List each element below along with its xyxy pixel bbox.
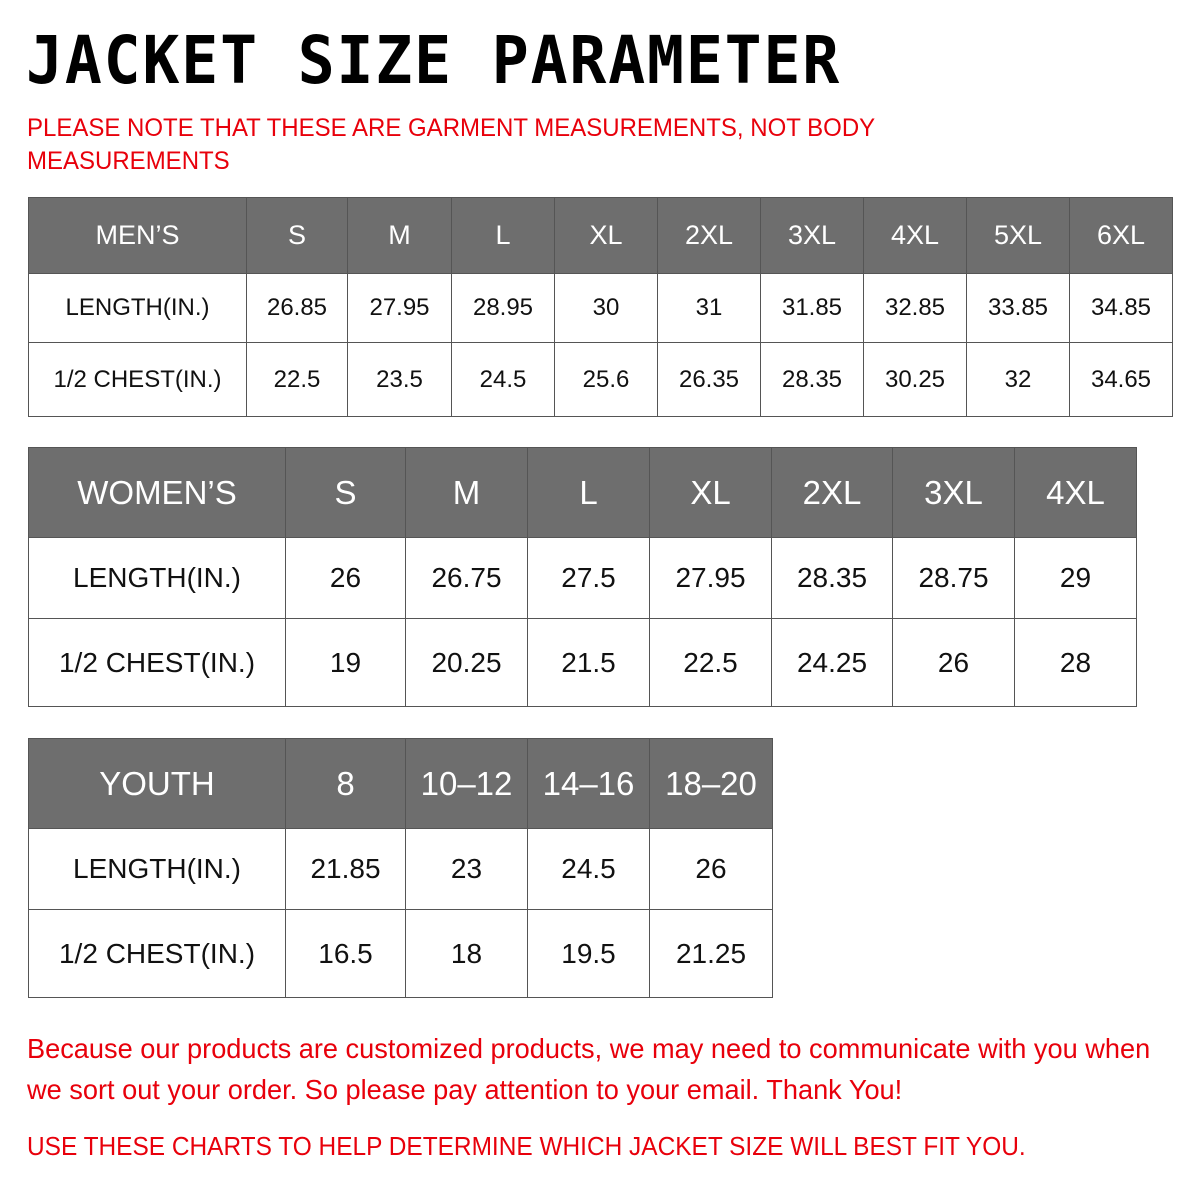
measurement-cell: 28.35 [771,537,893,619]
measurement-cell: 25.6 [554,342,658,417]
table-header-row: YOUTH 8 10–12 14–16 18–20 [28,738,773,829]
womens-size-table: WOMEN’S S M L XL 2XL 3XL 4XL LENGTH(IN.) 26 26.75 2… [28,447,1137,707]
measurement-cell: 34.85 [1069,273,1173,343]
size-header: L [451,197,555,274]
measurement-cell: 26.75 [405,537,528,619]
row-label: 1/2 CHEST(IN.) [28,909,286,998]
table-header-row: WOMEN’S S M L XL 2XL 3XL 4XL [28,447,1137,538]
size-header: 10–12 [405,738,528,829]
row-label: 1/2 CHEST(IN.) [28,618,286,707]
measurement-note: PLEASE NOTE THAT THESE ARE GARMENT MEASU… [27,114,875,175]
customization-message: Because our products are customized prod… [27,1033,1151,1105]
measurement-cell: 31.85 [760,273,864,343]
measurement-cell: 32 [966,342,1070,417]
measurement-cell: 19 [285,618,406,707]
measurement-cell: 16.5 [285,909,406,998]
measurement-cell: 26.85 [246,273,348,343]
mens-size-table: MEN’S S M L XL 2XL 3XL 4XL 5XL 6XL LENGTH(IN.) 26.8… [28,197,1173,417]
measurement-cell: 33.85 [966,273,1070,343]
size-header: 14–16 [527,738,650,829]
row-label: LENGTH(IN.) [28,537,286,619]
category-header: MEN’S [28,197,247,274]
table-row: 1/2 CHEST(IN.) 22.5 23.5 24.5 25.6 26.35 28.35… [28,342,1173,417]
measurement-cell: 28.95 [451,273,555,343]
table-header-row: MEN’S S M L XL 2XL 3XL 4XL 5XL 6XL [28,197,1173,274]
table-row: 1/2 CHEST(IN.) 16.5 18 19.5 21.25 [28,909,773,998]
size-header: 8 [285,738,406,829]
category-header: WOMEN’S [28,447,286,538]
size-header: L [527,447,650,538]
measurement-cell: 28.35 [760,342,864,417]
measurement-cell: 30.25 [863,342,967,417]
measurement-cell: 27.95 [649,537,772,619]
measurement-cell: 27.95 [347,273,452,343]
measurement-cell: 21.85 [285,828,406,910]
measurement-cell: 28 [1014,618,1137,707]
measurement-cell: 30 [554,273,658,343]
measurement-cell: 27.5 [527,537,650,619]
size-header: XL [554,197,658,274]
size-header: M [405,447,528,538]
size-header: 5XL [966,197,1070,274]
category-header: YOUTH [28,738,286,829]
table-row: LENGTH(IN.) 26.85 27.95 28.95 30 31 31.85 32.85… [28,273,1173,343]
table-row: LENGTH(IN.) 21.85 23 24.5 26 [28,828,773,910]
size-header: 2XL [771,447,893,538]
size-header: 3XL [892,447,1015,538]
measurement-cell: 26 [649,828,773,910]
measurement-cell: 24.5 [527,828,650,910]
measurement-cell: 22.5 [246,342,348,417]
size-header: 3XL [760,197,864,274]
measurement-cell: 19.5 [527,909,650,998]
table-row: 1/2 CHEST(IN.) 19 20.25 21.5 22.5 24.25 26 28 [28,618,1137,707]
measurement-cell: 26.35 [657,342,761,417]
size-header: 4XL [1014,447,1137,538]
measurement-cell: 28.75 [892,537,1015,619]
size-header: XL [649,447,772,538]
measurement-cell: 18 [405,909,528,998]
measurement-cell: 26 [892,618,1015,707]
size-header: 6XL [1069,197,1173,274]
measurement-cell: 23 [405,828,528,910]
size-header: 18–20 [649,738,773,829]
measurement-cell: 34.65 [1069,342,1173,417]
size-header: S [285,447,406,538]
measurement-cell: 32.85 [863,273,967,343]
measurement-cell: 24.25 [771,618,893,707]
row-label: LENGTH(IN.) [28,273,247,343]
measurement-cell: 20.25 [405,618,528,707]
measurement-cell: 23.5 [347,342,452,417]
youth-size-table: YOUTH 8 10–12 14–16 18–20 LENGTH(IN.) 21.85 23 2… [28,738,773,998]
measurement-cell: 24.5 [451,342,555,417]
measurement-cell: 22.5 [649,618,772,707]
size-header: 2XL [657,197,761,274]
measurement-cell: 31 [657,273,761,343]
measurement-cell: 26 [285,537,406,619]
measurement-cell: 29 [1014,537,1137,619]
row-label: LENGTH(IN.) [28,828,286,910]
measurement-cell: 21.5 [527,618,650,707]
size-instruction: USE THESE CHARTS TO HELP DETERMINE WHICH… [27,1131,1026,1161]
measurement-cell: 21.25 [649,909,773,998]
page-title: JACKET SIZE PARAMETER [26,22,842,99]
size-header: M [347,197,452,274]
size-header: S [246,197,348,274]
size-header: 4XL [863,197,967,274]
row-label: 1/2 CHEST(IN.) [28,342,247,417]
table-row: LENGTH(IN.) 26 26.75 27.5 27.95 28.35 28.75 29 [28,537,1137,619]
